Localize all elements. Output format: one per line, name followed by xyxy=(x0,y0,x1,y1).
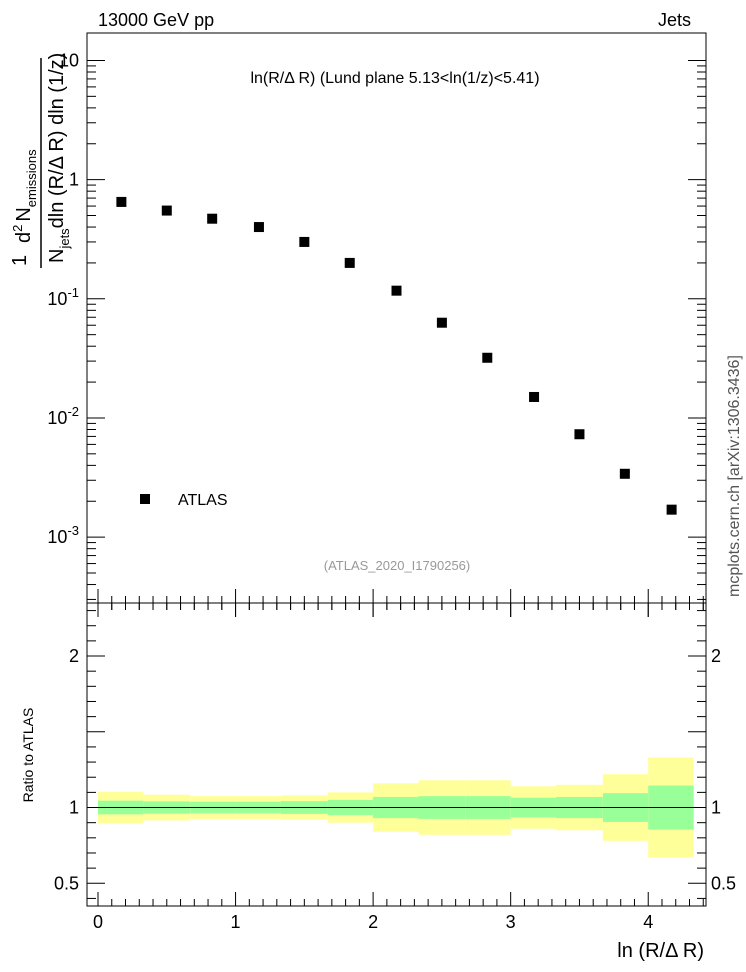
data-points xyxy=(116,196,677,515)
ratio-y-tick-label: 2 xyxy=(69,646,79,666)
data-point xyxy=(299,236,310,247)
main-y-tick-label: 10-3 xyxy=(47,523,79,547)
x-tick-label: 1 xyxy=(231,912,241,932)
ratio-y-ticks: 0.5 0.5 1 1 2 2 xyxy=(54,610,736,899)
data-point xyxy=(161,205,172,216)
header-left: 13000 GeV pp xyxy=(98,10,214,30)
ratio-y-tick-label: 0.5 xyxy=(54,873,79,893)
data-point xyxy=(207,213,218,224)
data-point xyxy=(619,468,630,479)
legend-label: ATLAS xyxy=(178,492,228,509)
main-y-tick-label: 1 xyxy=(69,170,79,190)
x-tick-label: 2 xyxy=(368,912,378,932)
main-y-ticks: 10-3 10-2 10-1 1 10 xyxy=(47,50,706,600)
legend-marker xyxy=(140,494,150,504)
analysis-watermark: (ATLAS_2020_I1790256) xyxy=(324,558,470,573)
data-point xyxy=(344,257,355,268)
data-point xyxy=(253,222,264,233)
main-y-tick-label: 10-1 xyxy=(47,285,79,309)
main-plot-frame xyxy=(86,32,707,604)
y-label-denominator: Njetsdln (R/Δ R) dln (1/z) xyxy=(46,53,72,263)
ratio-y-tick-label: 1 xyxy=(69,798,79,818)
main-y-tick-label: 10 xyxy=(59,50,79,70)
data-point xyxy=(482,352,493,363)
data-point xyxy=(574,429,585,440)
x-tick-label: 3 xyxy=(506,912,516,932)
data-point xyxy=(116,196,127,207)
y-label-prefix: 1 xyxy=(9,255,31,266)
data-point xyxy=(391,285,402,296)
main-y-tick-label: 10-2 xyxy=(47,404,79,428)
x-tick-label: 0 xyxy=(93,912,103,932)
main-y-axis-label: 1 d2Nemissions Njetsdln (R/Δ R) dln (1/z… xyxy=(9,53,72,268)
data-point xyxy=(529,391,540,402)
ratio-y-tick-label-right: 2 xyxy=(711,646,721,666)
side-label: mcplots.cern.ch [arXiv:1306.3436] xyxy=(726,355,743,597)
header-right: Jets xyxy=(658,10,691,30)
ratio-y-tick-label-right: 0.5 xyxy=(711,873,736,893)
ratio-plot-frame xyxy=(86,602,707,907)
ratio-x-ticks: 0 1 2 3 4 xyxy=(93,603,704,932)
main-plot-title: ln(R/Δ R) (Lund plane 5.13<ln(1/z)<5.41) xyxy=(250,70,539,87)
y-label-numerator: d2Nemissions xyxy=(10,149,39,243)
x-axis-label: ln (R/Δ R) xyxy=(617,940,704,962)
data-point xyxy=(666,504,677,515)
ratio-y-axis-label: Ratio to ATLAS xyxy=(20,708,36,803)
data-point xyxy=(436,317,447,328)
ratio-y-tick-label-right: 1 xyxy=(711,798,721,818)
x-tick-label: 4 xyxy=(643,912,653,932)
